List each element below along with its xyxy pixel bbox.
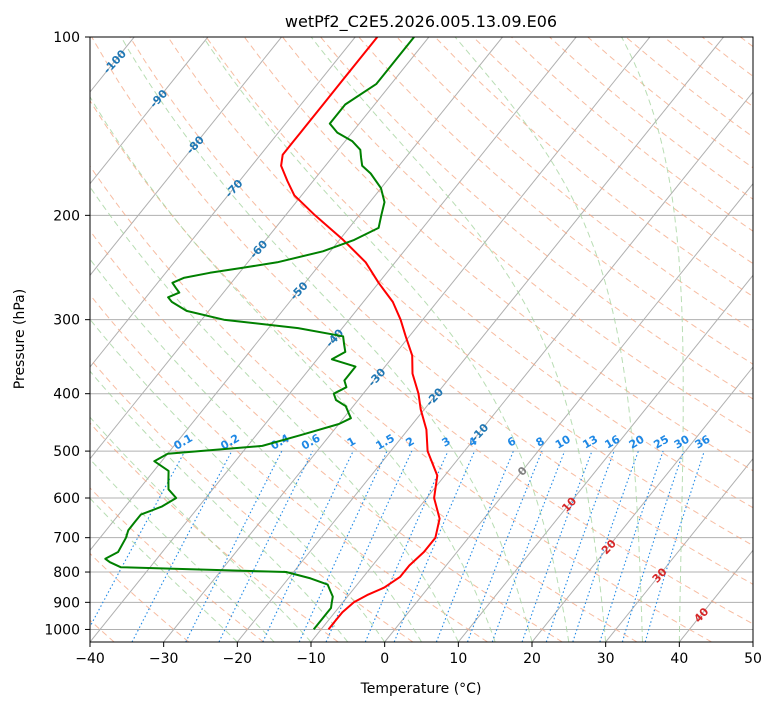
y-axis: 100 200 300 400 500 600 700 800 900 1000 — [44, 30, 90, 638]
y-tick-label: 300 — [53, 313, 80, 329]
y-tick-label: 500 — [53, 444, 80, 460]
moist-adiabat — [90, 370, 349, 642]
dry-adiabat — [396, 37, 753, 331]
y-tick-label: 600 — [53, 491, 80, 507]
y-tick-label: 900 — [53, 595, 80, 611]
x-axis-label: Temperature (°C) — [360, 681, 482, 697]
moist-adiabat — [621, 37, 684, 642]
mixing-ratio-line — [491, 450, 566, 642]
mixing-ratio-line — [466, 450, 543, 642]
dry-adiabat — [90, 165, 638, 642]
x-tick-label: 0 — [380, 651, 389, 667]
dry-adiabat — [90, 294, 488, 642]
y-tick-label: 400 — [53, 387, 80, 403]
plot-frame — [89, 36, 754, 643]
mixing-ratio-line — [599, 450, 664, 642]
dry-adiabat — [90, 358, 414, 642]
mixing-ratio-line — [90, 450, 186, 628]
plot-area: -100-90-80-70-60-50-40-30-20-10010203040… — [90, 37, 753, 642]
dry-adiabat — [358, 37, 753, 365]
x-tick-label: −10 — [296, 651, 326, 667]
isotherm-line — [90, 37, 282, 277]
isotherm-line — [90, 37, 356, 368]
moist-adiabat — [90, 318, 386, 642]
moist-adiabat — [202, 37, 570, 642]
mixing-ratio-line — [393, 450, 476, 642]
chart-title: wetPf2_C2E5.2026.005.13.09.E06 — [285, 12, 557, 32]
moist-adiabat — [90, 497, 238, 642]
moist-adiabat — [310, 37, 607, 642]
dry-adiabat — [167, 37, 753, 547]
isotherm-line — [457, 274, 753, 642]
x-tick-label: 30 — [597, 651, 615, 667]
dry-adiabat — [90, 99, 712, 642]
mixing-ratio-line — [185, 450, 283, 642]
dewpoint-line — [104, 37, 415, 631]
x-tick-label: 50 — [744, 651, 762, 667]
dry-adiabat — [90, 422, 339, 642]
moist-adiabat — [454, 37, 643, 642]
isotherm-line — [236, 37, 724, 642]
x-tick-label: 20 — [523, 651, 541, 667]
x-axis: −40 −30 −20 −10 0 10 20 30 40 50 — [75, 642, 762, 667]
moist-adiabat — [90, 458, 275, 642]
dry-adiabat — [90, 552, 190, 642]
moist-adiabat — [120, 37, 533, 642]
y-axis-label: Pressure (hPa) — [12, 289, 28, 389]
x-tick-label: −30 — [149, 651, 179, 667]
y-tick-label: 1000 — [44, 622, 80, 638]
x-tick-label: −20 — [223, 651, 253, 667]
mixing-ratio-line — [545, 450, 615, 642]
isotherm-line — [90, 37, 503, 552]
mixing-ratio-labels: 0.1 0.2 0.4 0.6 1 1.5 2 3 4 6 8 10 13 16 20 25 30 36 — [171, 431, 712, 452]
dry-adiabat — [90, 229, 563, 642]
dry-adiabat — [434, 37, 753, 298]
mixing-ratio-lines — [90, 450, 705, 642]
sounding-profiles — [104, 37, 441, 631]
mixing-ratio-line — [644, 450, 705, 642]
y-tick-label: 100 — [53, 30, 80, 46]
dry-adiabat — [91, 37, 753, 625]
y-tick-label: 800 — [53, 565, 80, 581]
y-tick-label: 200 — [53, 208, 80, 224]
mixing-ratio-line — [325, 450, 413, 642]
isotherm-line — [90, 37, 209, 185]
mixing-ratio-line — [435, 450, 514, 642]
mixing-ratio-line — [364, 450, 449, 642]
isotherm-line — [531, 366, 753, 642]
mixing-ratio-line — [131, 450, 233, 642]
y-tick-label: 700 — [53, 531, 80, 547]
mixing-ratio-line — [572, 450, 639, 642]
dry-adiabat — [205, 37, 753, 509]
mixing-ratio-line — [521, 450, 593, 642]
moist-adiabats — [90, 37, 684, 642]
mixing-ratio-line — [621, 450, 685, 642]
x-tick-label: 10 — [449, 651, 467, 667]
x-tick-label: −40 — [75, 651, 105, 667]
temperature-line — [280, 37, 441, 631]
dry-adiabat — [129, 37, 753, 585]
dry-adiabats — [90, 37, 753, 642]
x-tick-label: 40 — [670, 651, 688, 667]
moist-adiabat — [90, 95, 496, 642]
isotherm-line — [384, 182, 753, 642]
isotherm-line — [605, 457, 753, 642]
mixing-ratio-line — [218, 450, 314, 642]
